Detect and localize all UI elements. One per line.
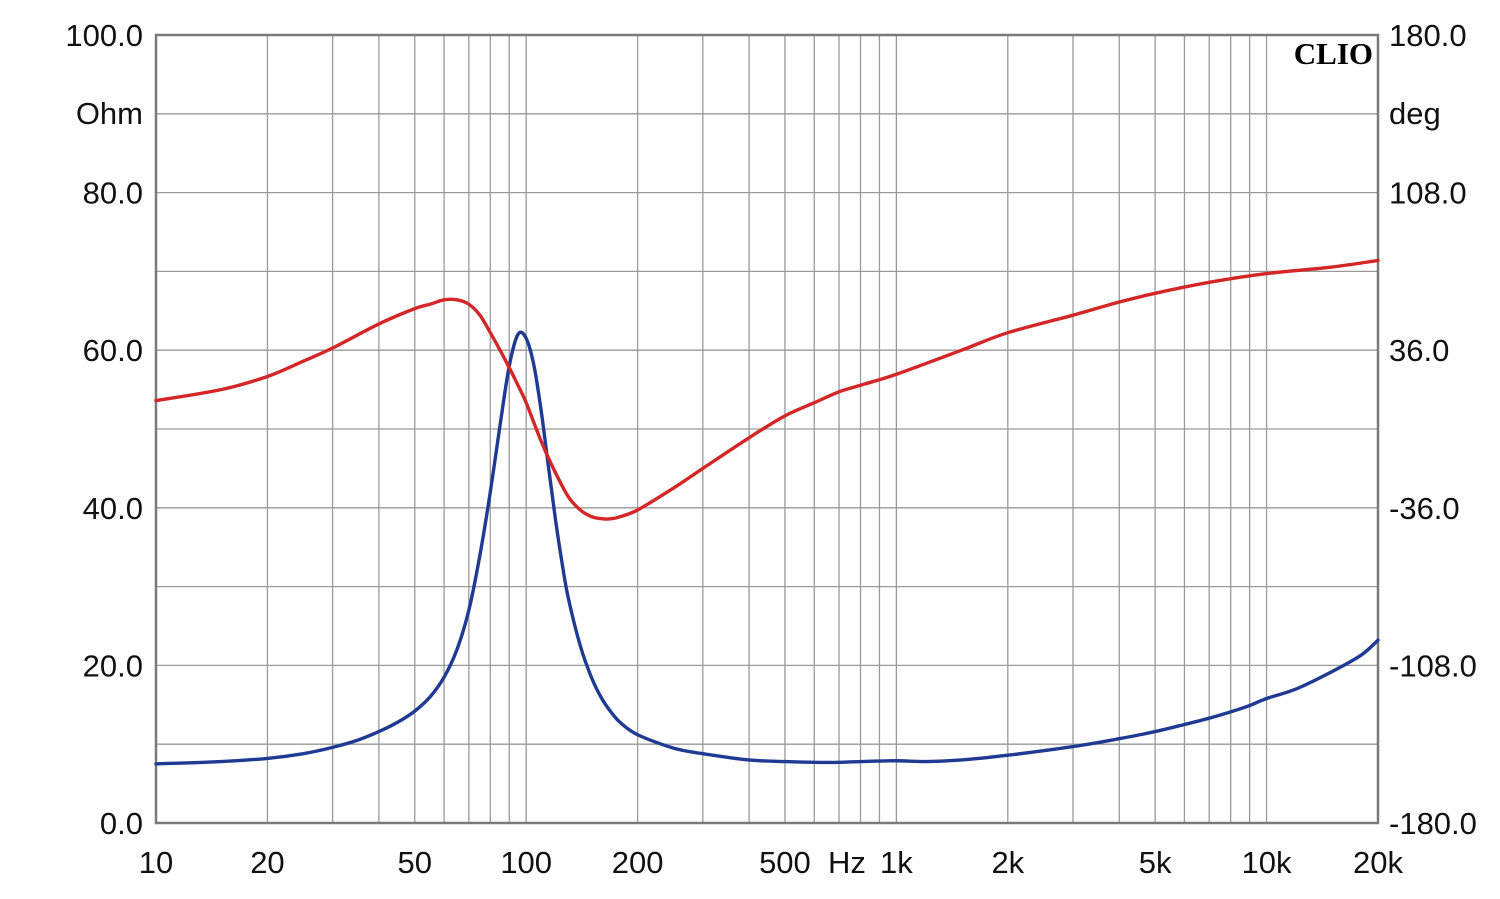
- x-tick-label: 1k: [880, 845, 913, 880]
- x-tick-label: 10: [139, 845, 173, 880]
- grid: [156, 35, 1378, 823]
- y-left-tick-labels: 0.0 20.0 40.0 60.0 80.0 100.0: [65, 18, 143, 841]
- x-tick-label: 10k: [1242, 845, 1292, 880]
- y-left-tick-label: 0.0: [100, 806, 143, 841]
- y-left-tick-label: 40.0: [83, 491, 143, 526]
- y-right-tick-label: 180.0: [1389, 18, 1467, 53]
- y-left-tick-label: 80.0: [83, 176, 143, 211]
- y-right-tick-label: -180.0: [1389, 806, 1477, 841]
- x-tick-label: 20: [250, 845, 284, 880]
- clio-brand-label: CLIO: [1294, 36, 1373, 71]
- y-right-tick-labels: -180.0 -108.0 -36.0 36.0 108.0 180.0: [1389, 18, 1477, 841]
- y-right-unit-label: deg: [1389, 96, 1441, 131]
- series-lines: [154, 258, 1380, 766]
- phase-series-line: [154, 258, 1380, 521]
- y-left-unit-label: Ohm: [76, 96, 143, 131]
- x-tick-label: 20k: [1353, 845, 1403, 880]
- y-left-tick-label: 100.0: [65, 18, 143, 53]
- y-right-tick-label: -36.0: [1389, 491, 1460, 526]
- y-right-tick-label: -108.0: [1389, 648, 1477, 683]
- x-tick-label: 200: [612, 845, 664, 880]
- x-tick-label: 500: [759, 845, 811, 880]
- x-tick-label: 2k: [991, 845, 1024, 880]
- plot-frame: [154, 33, 1380, 825]
- x-unit-label: Hz: [828, 845, 866, 880]
- y-right-tick-label: 36.0: [1389, 333, 1449, 368]
- y-left-tick-label: 60.0: [83, 333, 143, 368]
- x-tick-label: 100: [500, 845, 552, 880]
- y-left-tick-label: 20.0: [83, 648, 143, 683]
- x-tick-label: 5k: [1139, 845, 1172, 880]
- y-right-tick-label: 108.0: [1389, 176, 1467, 211]
- impedance-series-line: [154, 330, 1380, 766]
- x-tick-label: 50: [398, 845, 432, 880]
- x-axis-tick-labels: 10 20 50 100 200 500 1k 2k 5k 10k 20k: [139, 845, 1404, 880]
